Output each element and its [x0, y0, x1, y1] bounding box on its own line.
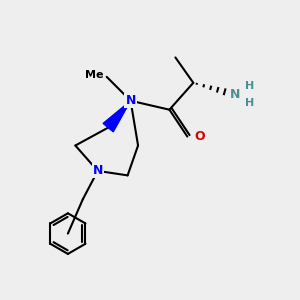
Text: N: N	[230, 88, 240, 101]
Text: O: O	[194, 130, 205, 143]
Text: H: H	[245, 98, 254, 108]
Text: N: N	[125, 94, 136, 107]
Text: Me: Me	[85, 70, 104, 80]
Polygon shape	[103, 101, 130, 132]
Text: N: N	[93, 164, 103, 177]
Text: H: H	[245, 81, 254, 92]
